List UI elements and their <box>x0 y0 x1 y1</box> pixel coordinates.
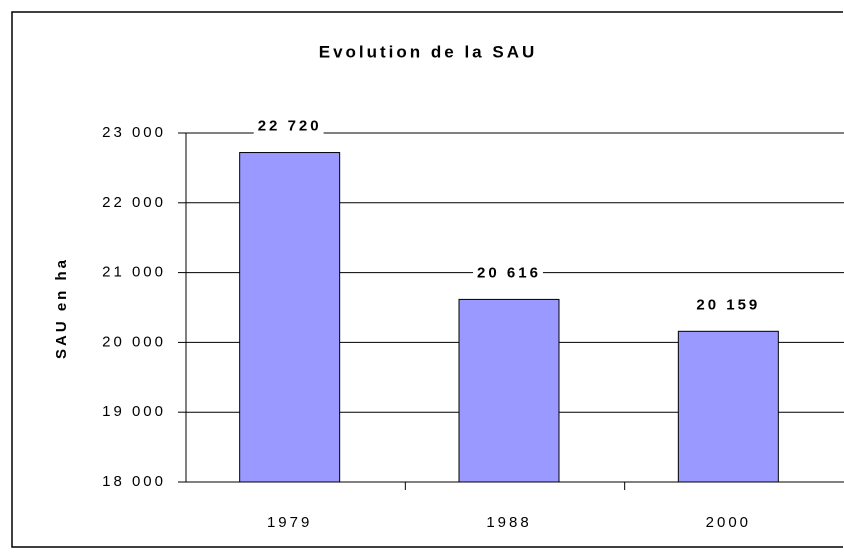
value-label: 20 616 <box>477 264 541 281</box>
bar <box>458 298 560 483</box>
bar <box>239 152 341 483</box>
y-axis-label: SAU en ha <box>53 257 70 359</box>
value-label-bg <box>473 264 543 282</box>
value-label: 20 159 <box>696 296 760 313</box>
y-tick-label: 22 000 <box>102 194 166 211</box>
bar <box>677 330 779 483</box>
value-label-bg <box>253 117 324 135</box>
chart-title: Evolution de la SAU <box>319 42 538 61</box>
y-tick-label: 19 000 <box>102 403 166 420</box>
x-tick-label: 1979 <box>267 514 312 531</box>
value-label: 22 720 <box>258 118 322 135</box>
y-tick-label: 20 000 <box>102 333 166 350</box>
y-tick-label: 23 000 <box>102 124 166 141</box>
x-tick-label: 1988 <box>486 514 531 531</box>
y-tick-label: 21 000 <box>102 264 166 281</box>
chart-border <box>11 11 843 548</box>
x-tick-label: 2000 <box>706 514 751 531</box>
value-label-bg <box>692 296 763 314</box>
y-tick-label: 18 000 <box>102 473 166 490</box>
